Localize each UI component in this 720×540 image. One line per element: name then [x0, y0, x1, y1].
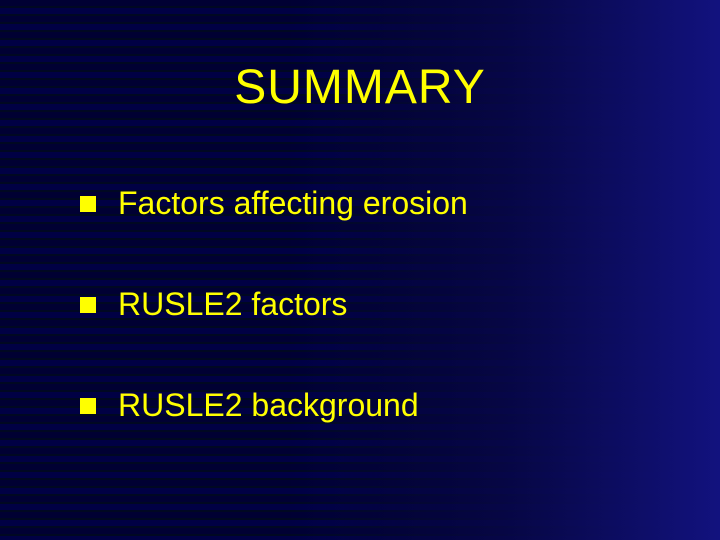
presentation-slide: SUMMARY Factors affecting erosion RUSLE2…: [0, 0, 720, 540]
square-bullet-icon: [80, 297, 96, 313]
bullet-list: Factors affecting erosion RUSLE2 factors…: [60, 185, 660, 424]
bullet-text: Factors affecting erosion: [118, 185, 468, 222]
bullet-item: Factors affecting erosion: [80, 185, 660, 222]
bullet-text: RUSLE2 background: [118, 387, 419, 424]
slide-content: SUMMARY Factors affecting erosion RUSLE2…: [0, 0, 720, 540]
square-bullet-icon: [80, 398, 96, 414]
bullet-item: RUSLE2 factors: [80, 286, 660, 323]
bullet-text: RUSLE2 factors: [118, 286, 347, 323]
slide-title: SUMMARY: [60, 60, 660, 115]
square-bullet-icon: [80, 196, 96, 212]
bullet-item: RUSLE2 background: [80, 387, 660, 424]
